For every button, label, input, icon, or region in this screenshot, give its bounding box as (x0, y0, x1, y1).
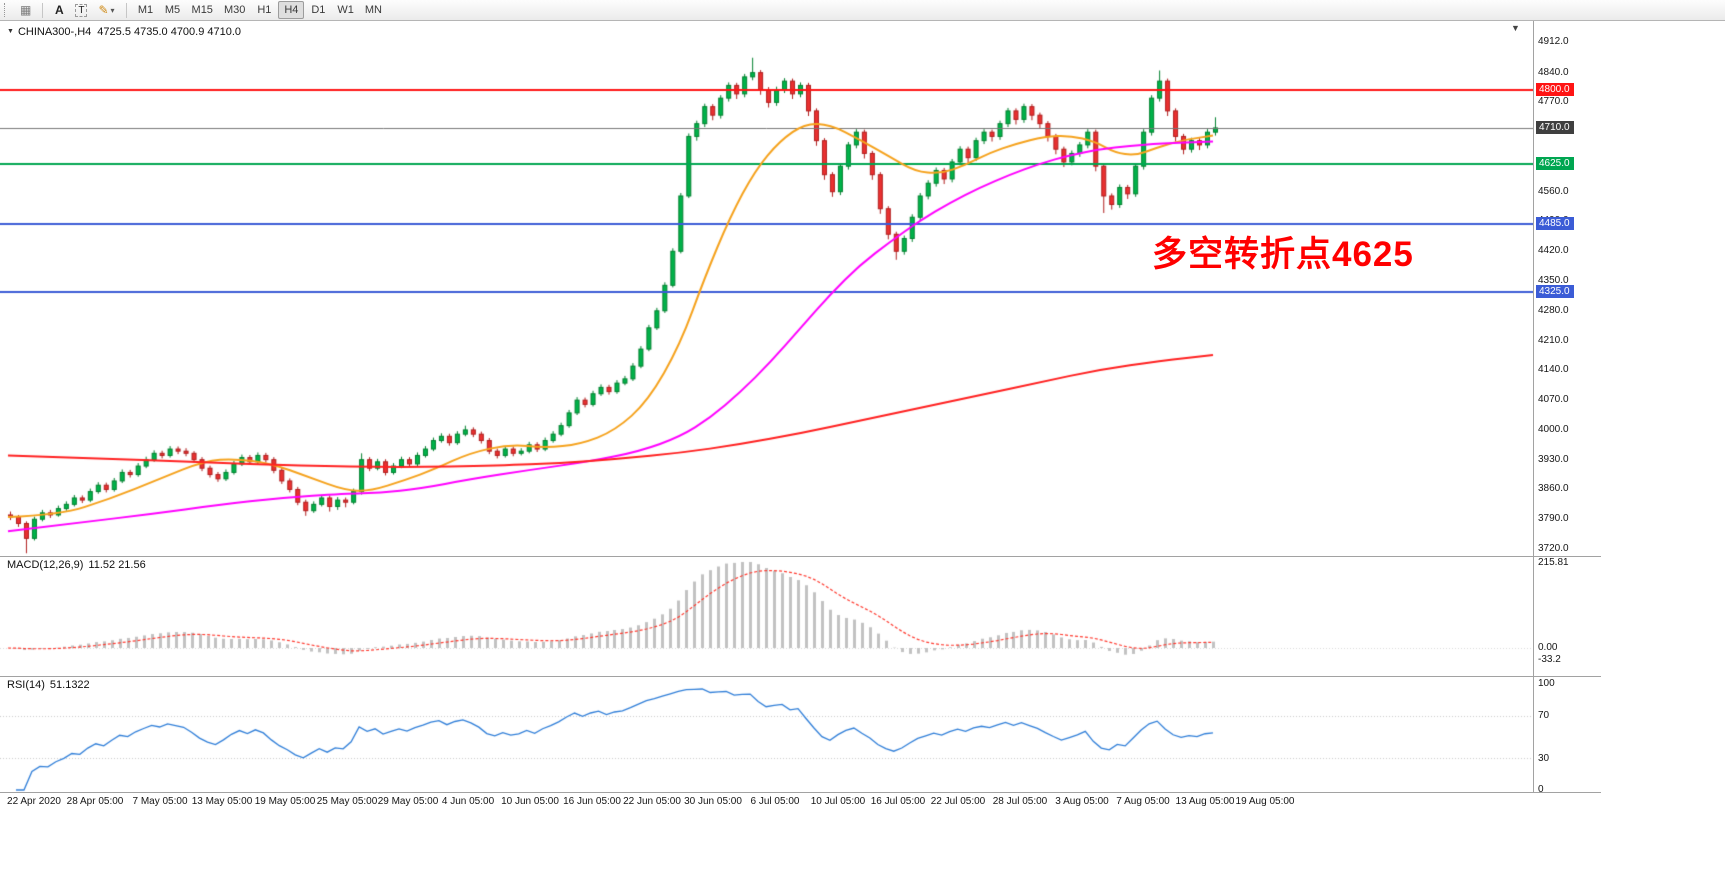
timeframe-button-m15[interactable]: M15 (187, 1, 218, 19)
panel-resize-separator[interactable] (0, 556, 1601, 557)
chart-header: ▼ CHINA300-,H4 4725.5 4735.0 4700.9 4710.0 (7, 26, 241, 38)
price-tick-label: 4350.0 (1538, 275, 1569, 287)
timeframe-button-m30[interactable]: M30 (219, 1, 250, 19)
time-axis-label: 16 Jul 05:00 (870, 796, 926, 807)
timeframe-button-h4[interactable]: H4 (278, 1, 305, 19)
macd-indicator-label: MACD(12,26,9) 11.52 21.56 (7, 559, 146, 571)
rsi-axis-label: 70 (1538, 710, 1550, 721)
price-chart-canvas[interactable] (0, 21, 1533, 556)
time-axis-label: 16 Jun 05:00 (563, 796, 621, 807)
ohlc-quote-label: 4725.5 4735.0 4700.9 4710.0 (97, 26, 242, 38)
price-tick-label: 4840.0 (1538, 66, 1569, 78)
rsi-axis-label: 0 (1538, 784, 1544, 795)
time-axis-label: 29 May 05:00 (377, 796, 439, 807)
macd-name: MACD(12,26,9) (7, 559, 84, 571)
price-tick-label: 4140.0 (1538, 364, 1569, 376)
time-axis-label: 4 Jun 05:00 (441, 796, 495, 807)
price-tick-label: 4070.0 (1538, 394, 1569, 406)
price-tick-label: 4770.0 (1538, 96, 1569, 108)
symbol-period-label: CHINA300-,H4 (17, 26, 92, 38)
text-a-tool-button[interactable]: A (49, 1, 69, 19)
panel-resize-separator[interactable] (0, 676, 1601, 677)
rsi-value: 51.1322 (49, 679, 90, 691)
dropdown-caret-icon: ▾ (110, 5, 115, 15)
time-axis-label: 22 Apr 2020 (7, 796, 61, 807)
price-tick-label: 4210.0 (1538, 334, 1569, 346)
text-a-icon: A (55, 3, 64, 17)
price-level-badge: 4710.0 (1536, 120, 1574, 134)
toolbar-separator (125, 2, 127, 18)
time-axis-label: 28 Jul 05:00 (992, 796, 1048, 807)
price-tick-label: 4912.0 (1538, 36, 1569, 47)
time-axis-label: 13 Aug 05:00 (1175, 796, 1235, 807)
price-level-badge: 4625.0 (1536, 157, 1574, 171)
macd-values: 11.52 21.56 (88, 559, 146, 571)
crayon-icon: ✎ (98, 3, 109, 17)
price-level-badge: 4485.0 (1536, 216, 1574, 230)
price-level-badge: 4325.0 (1536, 284, 1574, 298)
price-axis[interactable]: 4912.04840.04770.04700.04630.04560.04490… (1536, 0, 1616, 893)
price-tick-label: 3930.0 (1538, 453, 1569, 465)
crayon-tool-button[interactable]: ✎ ▾ (93, 1, 119, 19)
timeframe-button-mn[interactable]: MN (360, 1, 387, 19)
collapse-triangle-icon[interactable]: ▼ (7, 28, 14, 35)
price-tick-label: 4280.0 (1538, 304, 1569, 316)
price-tick-label: 3860.0 (1538, 483, 1569, 495)
rsi-indicator-label: RSI(14) 51.1322 (7, 679, 90, 691)
price-annotation-text[interactable]: 多空转折点4625 (1152, 235, 1414, 274)
price-tick-label: 4000.0 (1538, 423, 1569, 435)
timeframe-button-w1[interactable]: W1 (332, 1, 359, 19)
price-tick-label: 4420.0 (1538, 245, 1569, 257)
chart-shift-marker-icon[interactable]: ▼ (1511, 23, 1520, 33)
time-axis-label: 19 May 05:00 (254, 796, 316, 807)
timeframe-button-m5[interactable]: M5 (160, 1, 186, 19)
time-axis-label: 10 Jul 05:00 (810, 796, 866, 807)
timeframe-button-h1[interactable]: H1 (251, 1, 277, 19)
toolbar-grip[interactable] (4, 3, 9, 17)
time-axis-label: 19 Aug 05:00 (1235, 796, 1295, 807)
timeframe-button-m1[interactable]: M1 (133, 1, 159, 19)
price-axis-border (1533, 21, 1534, 792)
time-axis-label: 7 Aug 05:00 (1116, 796, 1170, 807)
price-level-badge: 4800.0 (1536, 82, 1574, 96)
time-axis-label: 7 May 05:00 (132, 796, 188, 807)
time-axis-label: 10 Jun 05:00 (501, 796, 559, 807)
grid-tool-button[interactable]: ▦ (15, 1, 36, 19)
rsi-axis-label: 30 (1538, 753, 1550, 764)
time-axis-label: 30 Jun 05:00 (684, 796, 742, 807)
time-axis[interactable]: 22 Apr 2020 28 Apr 05:00 7 May 05:00 13 May… (0, 796, 1545, 811)
macd-axis-label: -33.2 (1538, 654, 1561, 665)
timeframe-button-d1[interactable]: D1 (305, 1, 331, 19)
price-tick-label: 3720.0 (1538, 543, 1569, 554)
price-tick-label: 4560.0 (1538, 185, 1569, 197)
time-axis-label: 3 Aug 05:00 (1055, 796, 1109, 807)
grid-icon: ▦ (20, 3, 32, 17)
macd-axis-label: 0.00 (1538, 642, 1558, 653)
time-axis-label: 28 Apr 05:00 (66, 796, 124, 807)
panel-resize-separator[interactable] (0, 792, 1601, 793)
rsi-name: RSI(14) (7, 679, 45, 691)
time-axis-label: 22 Jun 05:00 (623, 796, 681, 807)
time-axis-label: 25 May 05:00 (316, 796, 378, 807)
macd-axis-label: 215.81 (1538, 557, 1569, 568)
toolbar-separator (42, 2, 44, 18)
top-toolbar: ▦ A T ✎ ▾ M1 M5 M15 M30 H1 H4 D1 W1 MN (0, 0, 1725, 21)
macd-panel-canvas[interactable] (0, 556, 1533, 676)
time-axis-label: 22 Jul 05:00 (930, 796, 986, 807)
rsi-axis-label: 100 (1538, 678, 1555, 689)
text-t-icon: T (75, 3, 88, 17)
time-axis-label: 6 Jul 05:00 (750, 796, 800, 807)
rsi-panel-canvas[interactable] (0, 676, 1533, 792)
price-tick-label: 3790.0 (1538, 513, 1569, 525)
time-axis-label: 13 May 05:00 (191, 796, 253, 807)
text-t-tool-button[interactable]: T (70, 1, 92, 19)
